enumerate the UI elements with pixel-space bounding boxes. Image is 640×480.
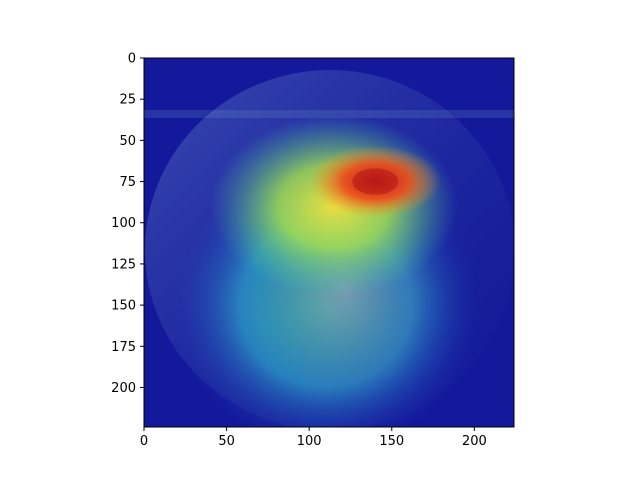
x-tick-label: 150 xyxy=(379,434,404,449)
plot-area xyxy=(144,58,514,427)
x-tick-label: 200 xyxy=(462,434,487,449)
y-tick-label: 125 xyxy=(111,257,136,272)
x-axis: 0 50 100 150 200 xyxy=(140,427,487,449)
plot-frame xyxy=(143,57,515,428)
hotspot-core xyxy=(352,168,399,195)
y-tick-label: 200 xyxy=(111,381,136,396)
y-tick-label: 75 xyxy=(119,175,136,190)
y-tick-label: 100 xyxy=(111,216,136,231)
y-axis: 0 25 50 75 100 125 150 175 200 xyxy=(111,52,144,396)
y-tick-label: 25 xyxy=(119,93,136,108)
x-tick-label: 0 xyxy=(140,434,148,449)
x-tick-label: 50 xyxy=(218,434,235,449)
y-tick-label: 150 xyxy=(111,299,136,314)
y-tick-label: 0 xyxy=(128,52,136,67)
x-tick-label: 100 xyxy=(297,434,322,449)
y-tick-label: 175 xyxy=(111,340,136,355)
y-tick-label: 50 xyxy=(119,134,136,149)
